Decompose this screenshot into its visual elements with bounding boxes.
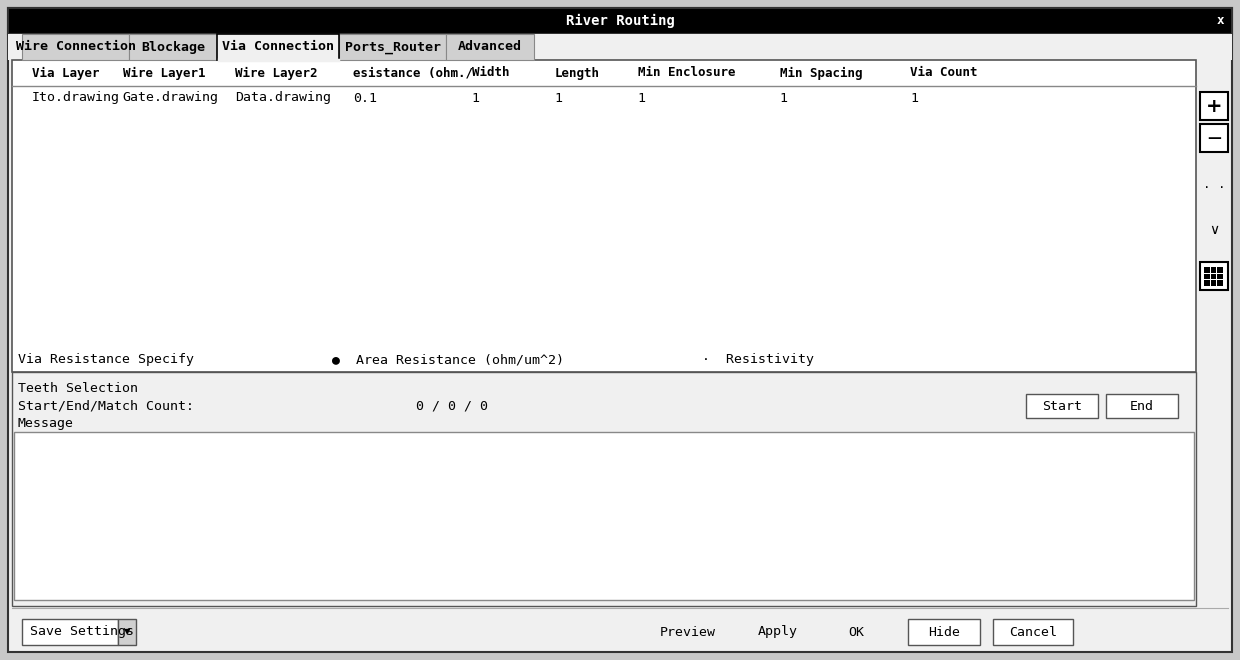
Text: Min Spacing: Min Spacing <box>780 67 862 80</box>
Text: ·  Resistivity: · Resistivity <box>702 354 813 366</box>
Text: Wire Connection: Wire Connection <box>15 40 135 53</box>
Bar <box>1210 274 1216 279</box>
Text: Data.drawing: Data.drawing <box>236 92 331 104</box>
Text: Via Count: Via Count <box>910 67 977 79</box>
Bar <box>339 34 446 60</box>
Text: River Routing: River Routing <box>565 14 675 28</box>
Text: Ports_Router: Ports_Router <box>345 40 440 53</box>
Text: Hide: Hide <box>928 626 960 638</box>
Text: Via Connection: Via Connection <box>222 40 334 53</box>
Text: Cancel: Cancel <box>1009 626 1056 638</box>
Text: Length: Length <box>554 67 600 79</box>
Text: ●  Area Resistance (ohm/um^2): ● Area Resistance (ohm/um^2) <box>332 354 564 366</box>
Text: 1: 1 <box>637 92 646 104</box>
Bar <box>12 60 1197 372</box>
Text: 0 / 0 / 0: 0 / 0 / 0 <box>415 399 489 412</box>
Text: Save Settings: Save Settings <box>30 626 134 638</box>
Bar <box>1025 394 1097 418</box>
Bar <box>1200 262 1228 290</box>
Bar <box>908 619 980 645</box>
Text: Width: Width <box>472 67 510 79</box>
Bar <box>22 619 118 645</box>
Text: Apply: Apply <box>758 626 799 638</box>
Text: Message: Message <box>19 418 74 430</box>
Bar <box>1218 274 1223 279</box>
Bar <box>1204 274 1210 279</box>
Bar <box>1210 267 1216 273</box>
Text: Via Layer: Via Layer <box>32 67 99 80</box>
Text: —: — <box>1207 131 1221 145</box>
Text: x: x <box>1216 15 1224 28</box>
Text: 0.1: 0.1 <box>353 92 377 104</box>
Bar <box>1210 280 1216 286</box>
Bar <box>118 619 136 645</box>
Bar <box>1218 280 1223 286</box>
Text: Advanced: Advanced <box>458 40 522 53</box>
Text: . .: . . <box>1203 178 1225 191</box>
Bar <box>1200 124 1228 152</box>
Text: Start: Start <box>1042 399 1083 412</box>
Text: ∨: ∨ <box>1209 223 1219 237</box>
Bar <box>22 34 129 60</box>
Bar <box>7 8 1233 34</box>
Text: Via Resistance Specify: Via Resistance Specify <box>19 354 193 366</box>
Bar <box>7 34 1233 60</box>
Bar <box>1106 394 1178 418</box>
Bar <box>1200 92 1228 120</box>
Text: Wire Layer1: Wire Layer1 <box>123 67 205 80</box>
Text: 1: 1 <box>780 92 787 104</box>
Bar <box>1204 267 1210 273</box>
Bar <box>129 34 217 60</box>
Text: 1: 1 <box>554 92 563 104</box>
Bar <box>14 432 1194 600</box>
Bar <box>993 619 1073 645</box>
Bar <box>217 34 339 60</box>
Text: Wire Layer2: Wire Layer2 <box>236 67 317 80</box>
Text: Teeth Selection: Teeth Selection <box>19 381 138 395</box>
Bar <box>1218 267 1223 273</box>
Text: ▼: ▼ <box>124 628 130 636</box>
Bar <box>1204 280 1210 286</box>
Text: 1: 1 <box>910 92 918 104</box>
Text: Min Enclosure: Min Enclosure <box>637 67 735 79</box>
Text: 1: 1 <box>472 92 480 104</box>
Text: Start/End/Match Count:: Start/End/Match Count: <box>19 399 193 412</box>
Text: OK: OK <box>848 626 864 638</box>
Bar <box>12 372 1197 606</box>
Text: +: + <box>1205 96 1223 116</box>
Text: Preview: Preview <box>660 626 715 638</box>
Text: Ito.drawing: Ito.drawing <box>32 92 120 104</box>
Text: Gate.drawing: Gate.drawing <box>123 92 218 104</box>
Text: Blockage: Blockage <box>141 40 205 53</box>
Bar <box>446 34 534 60</box>
Text: End: End <box>1130 399 1154 412</box>
Text: esistance (ohm./: esistance (ohm./ <box>353 67 474 79</box>
